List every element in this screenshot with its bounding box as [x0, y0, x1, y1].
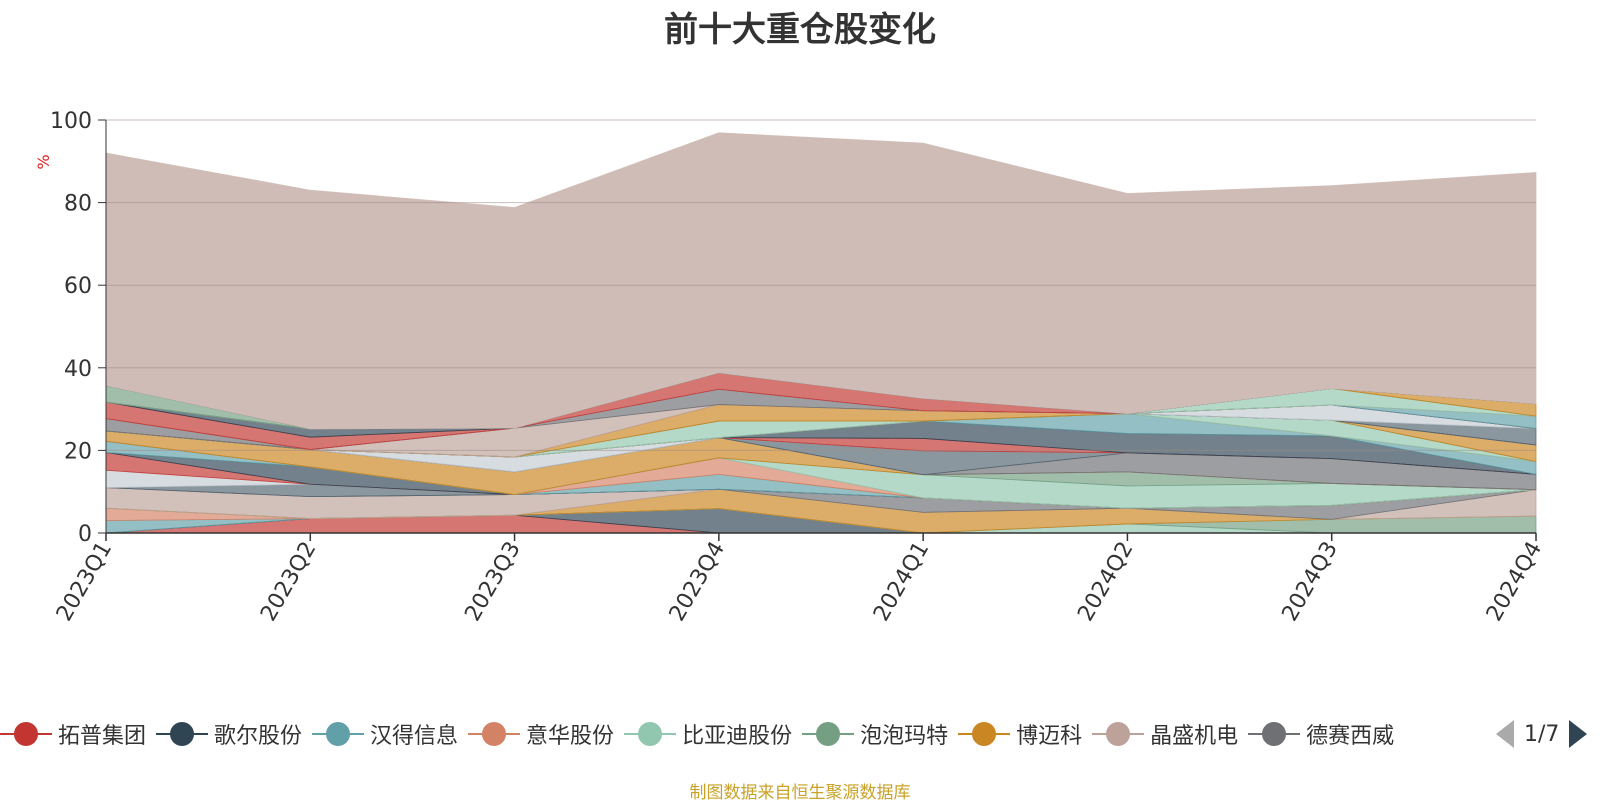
legend-label: 晶盛机电 [1150, 724, 1239, 749]
y-tick-label-40: 40 [64, 357, 92, 382]
legend-symbol [468, 722, 521, 746]
legend-prev-page-button[interactable] [1496, 720, 1514, 748]
y-tick-label-0: 0 [78, 522, 92, 547]
legend-item-汉得信息[interactable]: 汉得信息 [312, 716, 458, 752]
legend-label: 拓普集团 [58, 724, 147, 749]
data-source-note: 制图数据来自恒生聚源数据库 [689, 783, 911, 803]
legend-symbol [0, 722, 52, 746]
x-tick-label-2024Q4: 2024Q4 [1482, 538, 1547, 626]
legend-item-拓普集团[interactable]: 拓普集团 [0, 716, 146, 752]
y-tick-label-20: 20 [64, 439, 92, 464]
chart-title: 前十大重仓股变化 [664, 10, 936, 50]
legend-item-德赛西威[interactable]: 德赛西威 [1248, 716, 1394, 752]
legend-label: 博迈科 [1016, 724, 1083, 749]
legend-item-博迈科[interactable]: 博迈科 [958, 716, 1082, 752]
gridlines [106, 119, 1536, 451]
legend-item-比亚迪股份[interactable]: 比亚迪股份 [624, 716, 792, 752]
legend-label: 汉得信息 [370, 724, 459, 749]
legend-next-page-button[interactable] [1569, 720, 1588, 748]
legend-label: 泡泡玛特 [860, 724, 949, 749]
legend-page-indicator: 1/7 [1524, 721, 1560, 747]
legend: 拓普集团 歌尔股份 汉得信息 意华股份 比亚迪股份 泡泡玛特 博迈科 晶盛机电 德赛西威 [0, 716, 1490, 752]
y-tick-label-100: 100 [50, 109, 92, 134]
y-tick-label-80: 80 [64, 192, 92, 217]
legend-symbol [1092, 722, 1145, 746]
x-tick-label-2024Q1: 2024Q1 [869, 538, 934, 626]
legend-symbol [1248, 722, 1301, 746]
x-tick-label-2023Q4: 2023Q4 [665, 538, 730, 626]
x-tick-label-2023Q3: 2023Q3 [460, 538, 525, 626]
legend-label: 德赛西威 [1306, 724, 1395, 749]
legend-label: 意华股份 [526, 724, 615, 749]
legend-item-意华股份[interactable]: 意华股份 [468, 716, 614, 752]
legend-symbol [156, 722, 209, 746]
area-series-group [105, 132, 1537, 534]
legend-symbol [312, 722, 365, 746]
y-axis-unit-label: % [34, 154, 53, 169]
legend-pager: 1/7 [1496, 718, 1600, 750]
x-tick-label-2023Q2: 2023Q2 [256, 538, 321, 626]
legend-symbol [624, 722, 677, 746]
legend-label: 歌尔股份 [214, 724, 303, 749]
legend-item-晶盛机电[interactable]: 晶盛机电 [1092, 716, 1238, 752]
x-tick-label-2024Q2: 2024Q2 [1073, 538, 1138, 626]
x-tick-label-2023Q1: 2023Q1 [52, 538, 117, 626]
x-tick-label-2024Q3: 2024Q3 [1278, 538, 1343, 626]
area-其他 [105, 132, 1537, 430]
legend-item-泡泡玛特[interactable]: 泡泡玛特 [802, 716, 948, 752]
legend-symbol [958, 722, 1011, 746]
legend-item-歌尔股份[interactable]: 歌尔股份 [156, 716, 302, 752]
y-tick-label-60: 60 [64, 274, 92, 299]
legend-label: 比亚迪股份 [682, 724, 793, 749]
legend-symbol [802, 722, 855, 746]
